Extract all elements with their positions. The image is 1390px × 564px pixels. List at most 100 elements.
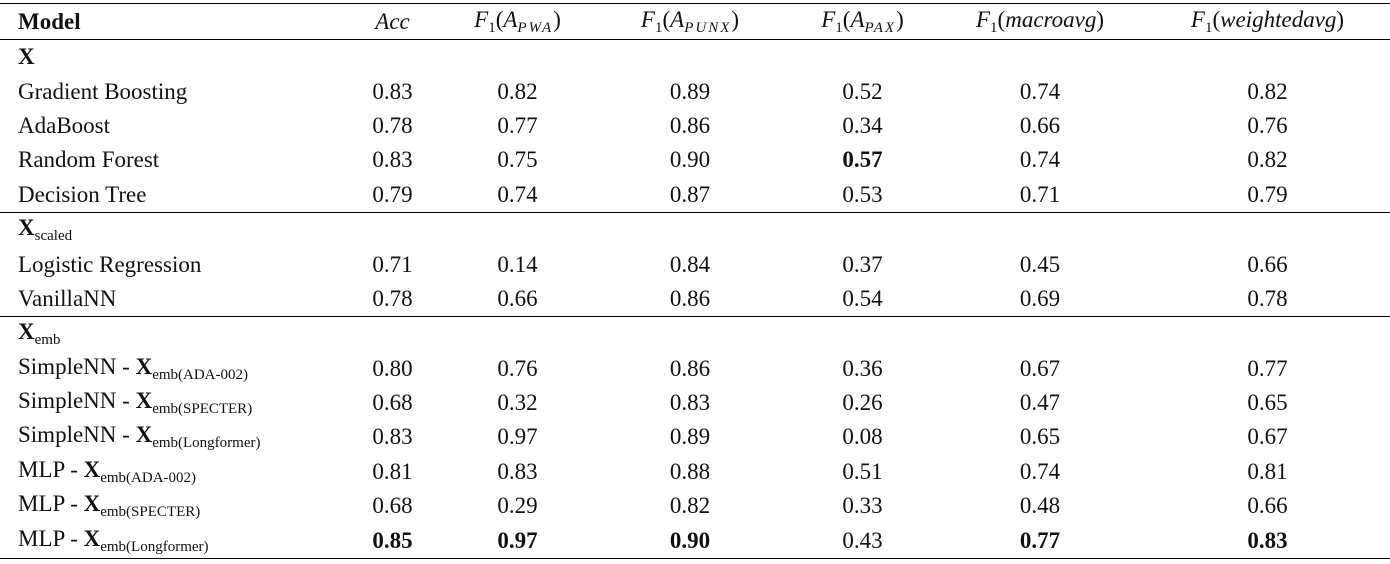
text-segment: 0.81 (1247, 458, 1288, 484)
text-segment: emb(SPECTER) (152, 401, 253, 418)
text-segment: F (640, 6, 655, 32)
metric-cell: 0.85 (340, 523, 445, 559)
model-name: MLP - Xemb(Longformer) (0, 523, 340, 559)
text-segment: 0.53 (842, 181, 883, 207)
text-segment: SimpleNN - (18, 353, 136, 379)
header-cell: Model (0, 3, 340, 40)
data-row: SimpleNN - Xemb(SPECTER) 0.68 0.32 0.83 0.26… (0, 386, 1390, 420)
text-segment: ) (1096, 6, 1105, 32)
data-row: Decision Tree 0.79 0.74 0.87 0.53 0.71 0.79 (0, 178, 1390, 213)
text-segment: 0.36 (842, 355, 883, 381)
text-segment: 0.79 (372, 181, 413, 207)
text-segment: 0.77 (497, 112, 538, 138)
text-segment: 0.86 (669, 285, 711, 311)
header-cell: F1(APAX) (790, 3, 935, 40)
text-segment: 0.83 (497, 458, 538, 484)
metric-cell: 0.74 (935, 455, 1145, 489)
metric-cell: 0.83 (340, 74, 445, 108)
metric-cell: 0.47 (935, 386, 1145, 420)
text-segment: F (821, 6, 836, 32)
text-segment: A (670, 6, 685, 32)
metric-cell: 0.68 (340, 386, 445, 420)
text-segment: 0.90 (669, 147, 711, 173)
text-segment: A (503, 6, 518, 32)
metric-cell: 0.66 (1145, 489, 1390, 523)
group-label: X (0, 40, 1390, 75)
model-name: Decision Tree (0, 178, 340, 213)
group-label: Xemb (0, 316, 1390, 352)
text-segment: 1 (990, 19, 998, 36)
text-segment: 0.68 (372, 390, 413, 416)
metric-cell: 0.81 (1145, 455, 1390, 489)
text-segment: PUNX (684, 19, 732, 36)
text-segment: PAX (864, 19, 897, 36)
text-segment: 0.14 (497, 251, 538, 277)
text-segment: 0.78 (372, 285, 413, 311)
text-segment: VanillaNN (18, 285, 117, 311)
text-segment: X (135, 388, 153, 414)
metric-cell: 0.77 (935, 523, 1145, 559)
header-cell: Acc (340, 3, 445, 40)
text-segment: 0.57 (842, 147, 883, 173)
data-row: SimpleNN - Xemb(Longformer) 0.83 0.97 0.89 0… (0, 420, 1390, 454)
metric-cell: 0.82 (445, 74, 590, 108)
text-segment: F (975, 6, 991, 32)
text-segment: 0.48 (1019, 493, 1061, 519)
metric-cell: 0.82 (1145, 74, 1390, 108)
metric-cell: 0.53 (790, 178, 935, 213)
text-segment: emb(Longformer) (152, 435, 261, 452)
text-segment: weightedavg (1220, 6, 1337, 32)
text-segment: 0.82 (497, 78, 538, 104)
text-segment: 0.74 (497, 181, 538, 207)
text-segment: F (1190, 6, 1205, 32)
text-segment: macroavg (1005, 6, 1097, 32)
text-segment: Acc (375, 8, 410, 34)
text-segment: SimpleNN - (18, 422, 136, 448)
model-name: Gradient Boosting (0, 74, 340, 108)
metric-cell: 0.90 (590, 523, 790, 559)
metric-cell: 0.78 (340, 282, 445, 317)
text-segment: 0.80 (372, 355, 413, 381)
model-name: SimpleNN - Xemb(SPECTER) (0, 386, 340, 420)
text-segment: 0.74 (1019, 147, 1061, 173)
text-segment: 1 (488, 19, 496, 36)
text-segment: X (83, 456, 101, 482)
text-segment: 0.89 (669, 78, 711, 104)
text-segment: Random Forest (18, 147, 160, 173)
text-segment: 0.83 (669, 390, 711, 416)
metric-cell: 0.71 (935, 178, 1145, 213)
group-row: X (0, 40, 1390, 75)
text-segment: emb(SPECTER) (100, 504, 201, 521)
metric-cell: 0.69 (935, 282, 1145, 317)
results-table: Model Acc F1(APWA) F1(APUNX) F1(APAX) F1(macr… (0, 3, 1390, 559)
text-segment: 0.32 (497, 390, 538, 416)
data-row: MLP - Xemb(SPECTER) 0.68 0.29 0.82 0.33 0.48 0… (0, 489, 1390, 523)
body: Model Acc F1(APWA) F1(APUNX) F1(APAX) F1(macr… (0, 3, 1390, 564)
metric-cell: 0.79 (1145, 178, 1390, 213)
metric-cell: 0.79 (340, 178, 445, 213)
metric-cell: 0.71 (340, 247, 445, 281)
text-segment: ( (997, 6, 1006, 32)
metric-cell: 0.26 (790, 386, 935, 420)
metric-cell: 0.34 (790, 109, 935, 143)
text-segment: 0.69 (1019, 285, 1061, 311)
text-segment: AdaBoost (18, 112, 110, 138)
metric-cell: 0.76 (1145, 109, 1390, 143)
text-segment: 0.86 (669, 355, 711, 381)
text-segment: 0.82 (669, 493, 711, 519)
text-segment: ( (842, 6, 851, 32)
metric-cell: 0.74 (445, 178, 590, 213)
metric-cell: 0.86 (590, 109, 790, 143)
text-segment: 0.47 (1019, 390, 1061, 416)
data-row: SimpleNN - Xemb(ADA-002) 0.80 0.76 0.86 0.36… (0, 352, 1390, 386)
metric-cell: 0.77 (445, 109, 590, 143)
text-segment: 0.83 (1247, 527, 1288, 553)
metric-cell: 0.83 (340, 420, 445, 454)
text-segment: 0.37 (842, 251, 883, 277)
metric-cell: 0.68 (340, 489, 445, 523)
text-segment: 0.90 (669, 527, 711, 553)
metric-cell: 0.86 (590, 352, 790, 386)
text-segment: ) (896, 6, 904, 32)
text-segment: 0.82 (1247, 147, 1288, 173)
text-segment: 0.83 (372, 147, 413, 173)
